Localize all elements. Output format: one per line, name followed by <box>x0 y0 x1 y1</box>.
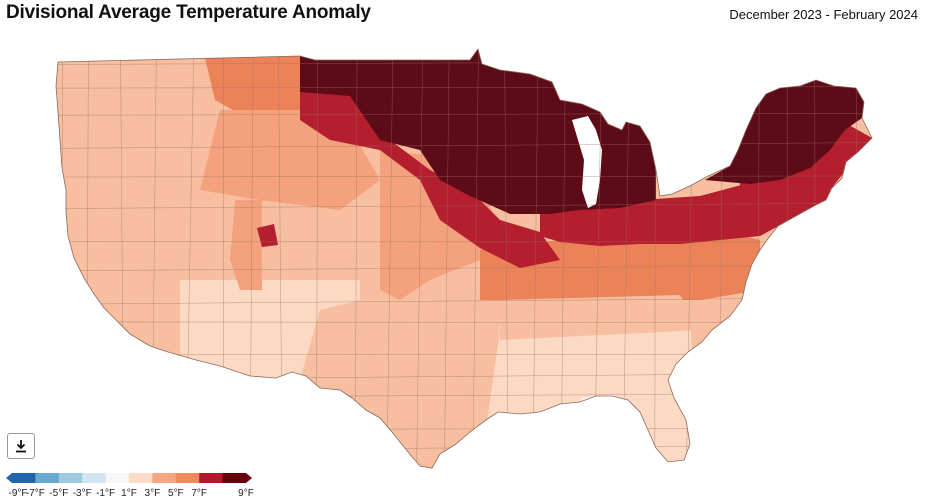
region-utah-west <box>230 200 262 290</box>
legend-tick-label: 9°F <box>238 488 254 499</box>
map-title: Divisional Average Temperature Anomaly <box>6 2 371 23</box>
legend-tick-label: -5°F <box>49 488 69 499</box>
legend-tick-label: 7°F <box>191 488 208 499</box>
legend-tick-label: -9°F <box>8 488 28 499</box>
region-tennessee <box>500 295 700 340</box>
download-icon <box>16 440 26 453</box>
division-border-vertical <box>472 49 479 468</box>
region-desert-southwest <box>180 280 360 380</box>
download-button[interactable] <box>7 433 35 459</box>
legend-tick-label: -1°F <box>96 488 116 499</box>
legend-swatch <box>35 473 60 483</box>
division-border-vertical <box>444 49 450 468</box>
legend-swatch <box>58 473 83 483</box>
legend-swatch <box>152 473 177 483</box>
division-border-vertical <box>504 49 509 468</box>
division-border-vertical <box>416 49 424 468</box>
legend-swatch <box>222 473 247 483</box>
region-south-central <box>360 290 500 468</box>
region-great-lakes-red <box>540 180 840 246</box>
legend-swatch <box>105 473 130 483</box>
division-border-horizontal <box>56 202 872 209</box>
us-climate-division-map <box>0 30 934 470</box>
legend-swatch <box>199 473 224 483</box>
legend-tick-label: -3°F <box>72 488 92 499</box>
legend-tick-label: 1°F <box>121 488 137 499</box>
temperature-anomaly-regions <box>56 49 872 468</box>
region-lake-michigan <box>572 116 602 208</box>
legend-swatch <box>12 473 36 483</box>
division-border-horizontal <box>56 444 872 452</box>
legend-tick-label: 5°F <box>167 488 184 499</box>
division-border-vertical <box>386 49 394 468</box>
legend-color-bar <box>6 473 252 483</box>
division-border-horizontal <box>56 427 872 431</box>
legend-swatch <box>82 473 107 483</box>
legend-arrow-right-icon <box>246 473 252 483</box>
legend-swatch <box>129 473 153 483</box>
division-border-horizontal <box>56 112 872 116</box>
region-northeast-dark <box>705 80 864 184</box>
region-utah-hotspot <box>257 224 278 247</box>
legend-swatch <box>175 473 200 483</box>
division-border-horizontal <box>56 141 872 149</box>
legend-arrow-left-icon <box>6 473 12 483</box>
time-period-label: December 2023 - February 2024 <box>729 7 918 22</box>
region-upper-midwest-dark <box>300 49 656 214</box>
division-border-horizontal <box>56 175 872 178</box>
division-border-vertical <box>532 49 539 468</box>
legend-tick-label: -7°F <box>25 488 45 499</box>
region-dakotas-red <box>300 90 560 268</box>
region-pacific-northwest <box>56 49 210 180</box>
color-scale-legend: -9°F -7°F -5°F -3°F -1°F 1°F 3°F 5°F 7°F 9°F <box>4 470 254 504</box>
legend-tick-label: 3°F <box>144 488 161 499</box>
